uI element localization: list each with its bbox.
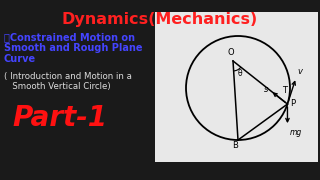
Text: ( Introduction and Motion in a: ( Introduction and Motion in a <box>4 72 132 81</box>
Text: B: B <box>232 141 238 150</box>
Text: 👉Constrained Motion on: 👉Constrained Motion on <box>4 32 135 42</box>
Text: v: v <box>297 68 302 76</box>
Text: Curve: Curve <box>4 54 36 64</box>
Text: P: P <box>291 99 296 108</box>
Text: Smooth and Rough Plane: Smooth and Rough Plane <box>4 43 142 53</box>
Text: s: s <box>264 85 268 94</box>
Text: Dynamics(Mechanics): Dynamics(Mechanics) <box>62 12 258 27</box>
Text: Smooth Vertical Circle): Smooth Vertical Circle) <box>4 82 111 91</box>
Text: θ: θ <box>238 69 243 78</box>
FancyBboxPatch shape <box>155 12 318 162</box>
Text: T: T <box>282 86 287 95</box>
Text: O: O <box>228 48 234 57</box>
Text: Part-1: Part-1 <box>12 104 107 132</box>
Text: mg: mg <box>290 128 302 137</box>
